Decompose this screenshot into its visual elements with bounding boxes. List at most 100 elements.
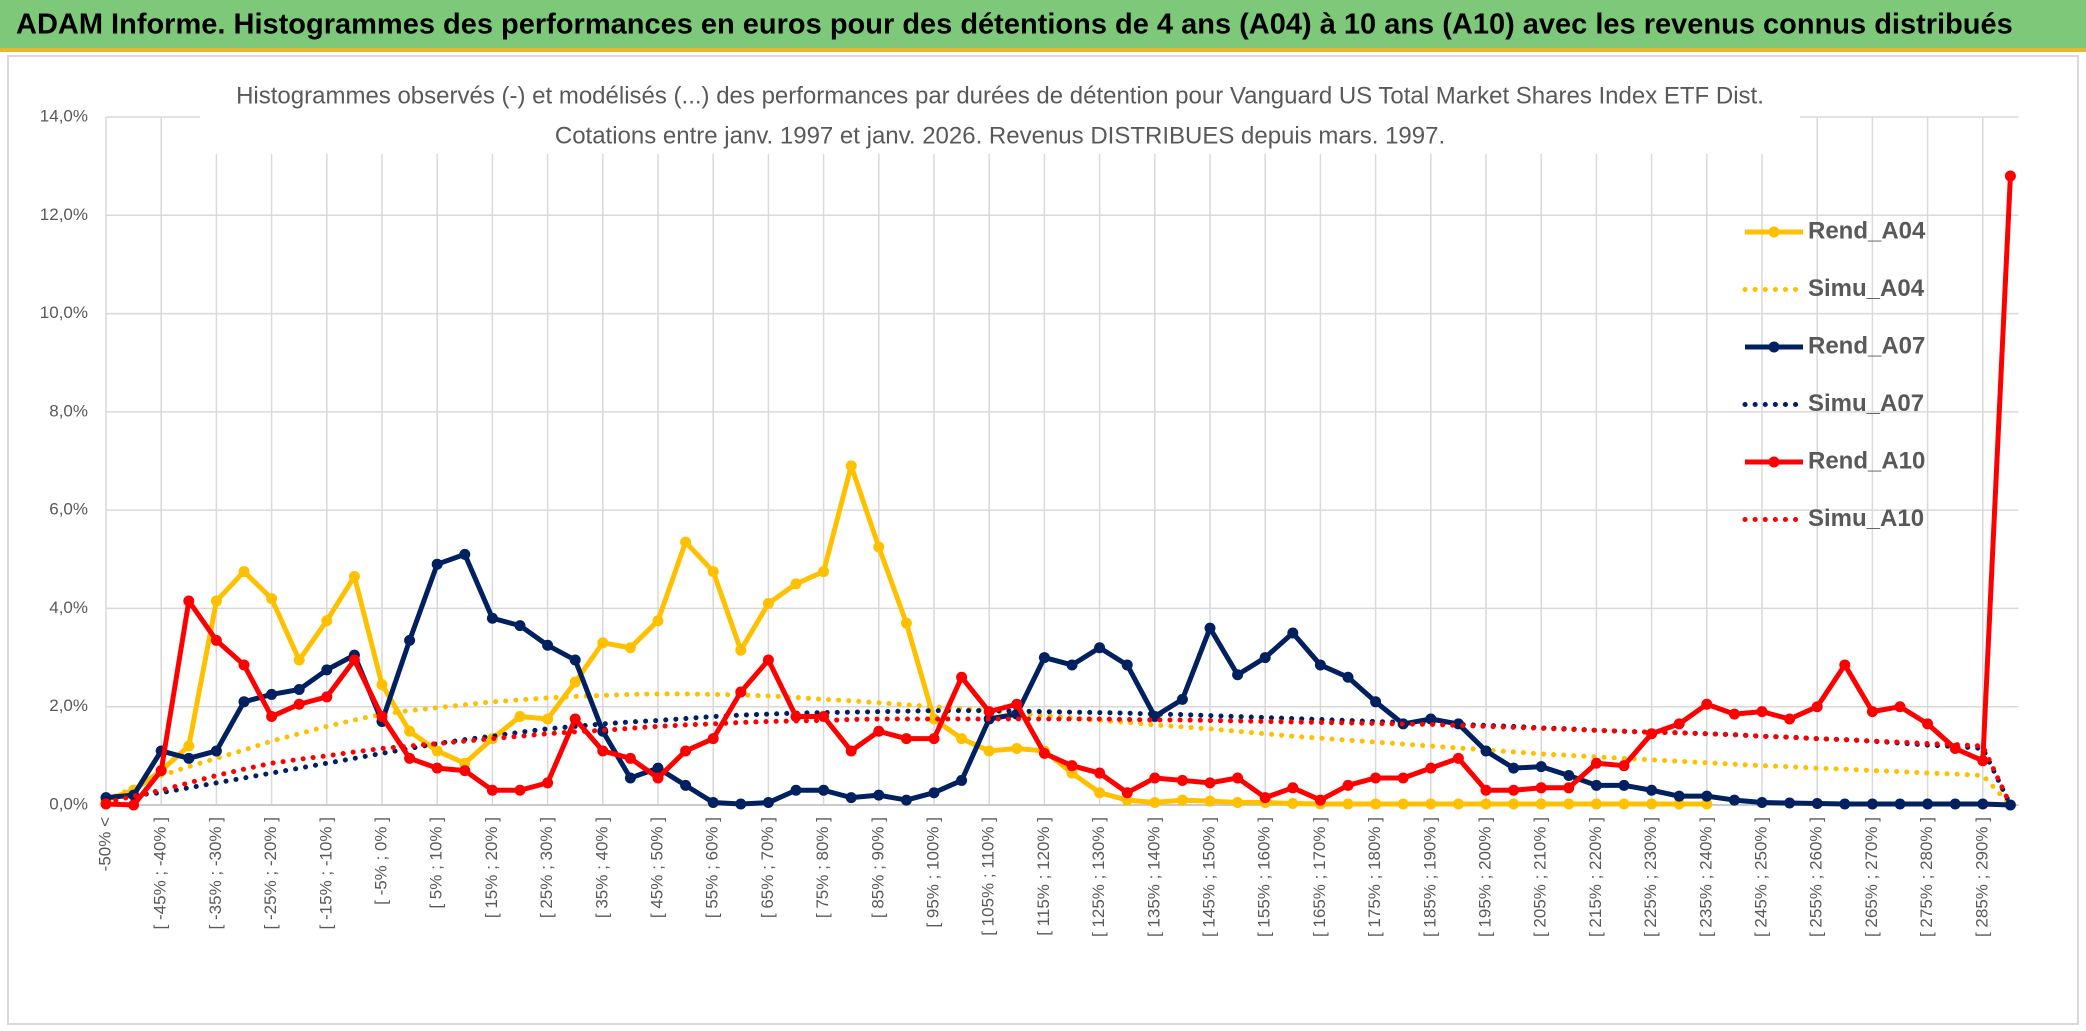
x-tick-label: [ 35% ; 40% ]	[592, 817, 611, 918]
title-backdrop	[200, 78, 1800, 154]
data-point	[1232, 669, 1244, 681]
data-point	[1370, 798, 1382, 810]
data-point	[1563, 782, 1575, 794]
series-line	[103, 716, 2013, 808]
data-point	[1866, 798, 1878, 810]
data-point	[459, 765, 471, 777]
data-point	[514, 711, 526, 723]
data-point	[1066, 760, 1078, 772]
data-point	[569, 676, 581, 688]
data-point	[1728, 794, 1740, 806]
data-point	[762, 598, 774, 610]
data-point	[1232, 797, 1244, 809]
x-tick-label: [ 235% ; 240% ]	[1696, 817, 1715, 937]
y-tick-label: 10,0%	[40, 303, 88, 322]
data-point	[486, 612, 498, 624]
chart-frame	[7, 55, 2079, 1025]
data-point	[266, 688, 278, 700]
data-point	[542, 639, 554, 651]
x-tick-label: [ 5% ; 10% ]	[427, 817, 446, 909]
data-point	[514, 620, 526, 632]
data-point	[1425, 762, 1437, 774]
x-tick-label: [ 135% ; 140% ]	[1144, 817, 1163, 937]
x-tick-label: [ 225% ; 230% ]	[1641, 817, 1660, 937]
data-point	[238, 659, 250, 671]
data-point	[1977, 798, 1989, 810]
data-point	[183, 595, 195, 607]
header-band	[0, 0, 2086, 50]
data-point	[1287, 627, 1299, 639]
data-point	[155, 765, 167, 777]
x-tick-label: [ 15% ; 20% ]	[482, 817, 501, 918]
legend-label: Simu_A07	[1808, 390, 1924, 417]
data-point	[238, 566, 250, 578]
data-point	[928, 713, 940, 725]
data-point	[680, 536, 692, 548]
data-point	[873, 541, 885, 553]
x-tick-label: [ 45% ; 50% ]	[647, 817, 666, 918]
data-point	[1204, 777, 1216, 789]
data-point	[680, 779, 692, 791]
data-point	[1452, 752, 1464, 764]
data-point	[1038, 747, 1050, 759]
data-point	[1922, 718, 1934, 730]
data-point	[1314, 794, 1326, 806]
data-point	[1259, 652, 1271, 664]
data-point	[321, 664, 333, 676]
x-tick-label: [ -35% ; -30% ]	[206, 817, 225, 929]
data-point	[624, 642, 636, 654]
data-point	[1811, 701, 1823, 713]
data-point	[1728, 708, 1740, 720]
data-point	[818, 566, 830, 578]
data-point	[1590, 798, 1602, 810]
data-point	[735, 644, 747, 656]
data-point	[983, 706, 995, 718]
data-point	[404, 725, 416, 737]
data-point	[762, 654, 774, 666]
data-point	[707, 566, 719, 578]
data-point	[956, 774, 968, 786]
data-point	[1287, 798, 1299, 810]
data-point	[1425, 798, 1437, 810]
data-point	[210, 745, 222, 757]
data-point	[818, 784, 830, 796]
data-point	[1646, 798, 1658, 810]
data-point	[1342, 798, 1354, 810]
data-point	[1701, 798, 1713, 810]
data-point	[1590, 779, 1602, 791]
data-point	[900, 733, 912, 745]
data-point	[597, 637, 609, 649]
x-tick-label: [ 85% ; 90% ]	[868, 817, 887, 918]
data-point	[1094, 767, 1106, 779]
data-point	[1176, 774, 1188, 786]
data-point	[1176, 693, 1188, 705]
header-title: ADAM Informe. Histogrammes des performan…	[16, 9, 2013, 41]
data-point	[1011, 698, 1023, 710]
chart-subtitle: Cotations entre janv. 1997 et janv. 2026…	[555, 122, 1445, 149]
y-tick-label: 0,0%	[49, 794, 88, 813]
data-point	[1949, 798, 1961, 810]
data-point	[1121, 659, 1133, 671]
data-point	[1535, 782, 1547, 794]
data-point	[128, 799, 140, 811]
series-line	[105, 463, 1707, 807]
data-point	[542, 777, 554, 789]
data-point	[1452, 798, 1464, 810]
data-point	[1342, 671, 1354, 683]
data-point	[624, 752, 636, 764]
header-rule	[0, 48, 2086, 52]
data-point	[928, 787, 940, 799]
data-point	[1480, 745, 1492, 757]
legend-label: Simu_A04	[1808, 275, 1925, 302]
data-point	[1811, 798, 1823, 810]
data-point	[1618, 798, 1630, 810]
data-point	[1646, 784, 1658, 796]
x-tick-label: [ 95% ; 100% ]	[923, 817, 942, 928]
data-point	[1149, 772, 1161, 784]
data-point	[1038, 652, 1050, 664]
data-point	[845, 745, 857, 757]
series-line	[105, 551, 2011, 808]
data-point	[293, 684, 305, 696]
x-tick-label: [ 205% ; 210% ]	[1531, 817, 1550, 937]
legend-marker	[1768, 341, 1780, 353]
